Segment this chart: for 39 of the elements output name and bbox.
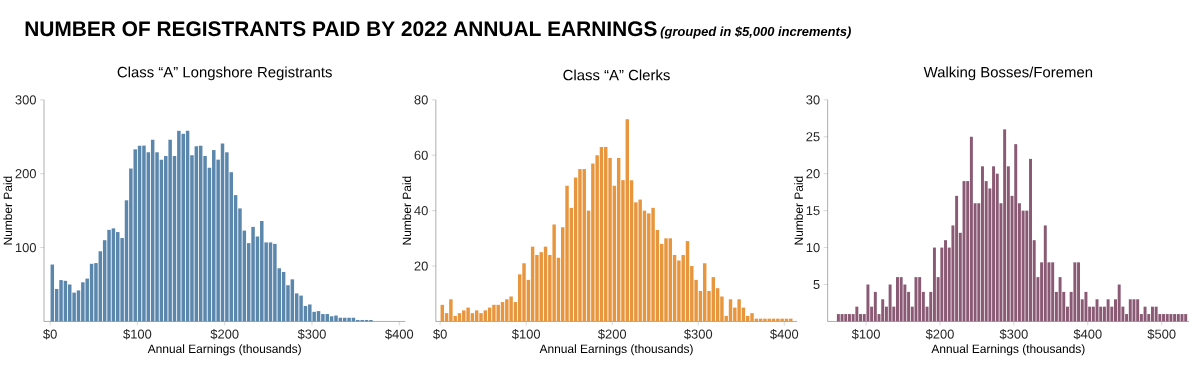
x-tick-label: $100 — [123, 328, 152, 340]
x-tick-label: $200 — [925, 328, 954, 340]
x-axis-title: Annual Earnings (thousands) — [147, 344, 301, 356]
chart-title: Walking Bosses/Foremen — [923, 66, 1093, 81]
y-tick-label: 25 — [806, 132, 820, 142]
x-tick-label: $100 — [511, 328, 541, 340]
x-tick-label: $200 — [210, 328, 239, 340]
text: (grouped in $5,000 increments) — [660, 26, 851, 39]
text: NUMBER OF REGISTRANTS PAID BY 2022 ANNUAL EARNINGS — [25, 21, 657, 36]
x-tick-label: $400 — [1073, 328, 1102, 340]
y-tick-label: 100 — [15, 242, 36, 252]
y-tick-label: 5 — [813, 279, 820, 289]
x-tick-label: $200 — [597, 328, 627, 340]
x-tick-label: $300 — [297, 328, 326, 340]
y-tick-label: 10 — [806, 242, 820, 252]
y-tick-label: 30 — [806, 95, 820, 105]
x-tick-label: $300 — [684, 328, 713, 340]
x-tick-label: $100 — [851, 328, 880, 340]
chart-title: Class “A” Clerks — [563, 69, 670, 81]
y-axis-title: Number Paid — [3, 176, 13, 245]
chart-title: Class “A” Longshore Registrants — [117, 66, 332, 81]
y-tick-label: 60 — [414, 150, 428, 160]
x-axis-title: Annual Earnings (thousands) — [539, 344, 693, 356]
x-tick-label: $500 — [1147, 328, 1176, 340]
y-tick-label: 20 — [806, 168, 820, 179]
y-tick-label: 15 — [806, 205, 820, 215]
y-axis-title: Number Paid — [794, 176, 803, 245]
y-tick-label: 20 — [414, 261, 428, 271]
y-axis-title: Number Paid — [402, 176, 412, 245]
x-tick-label: $0 — [433, 328, 447, 340]
y-tick-label: 40 — [414, 205, 428, 216]
x-tick-label: $400 — [770, 328, 799, 340]
x-tick-label: $400 — [385, 328, 414, 340]
y-tick-label: 200 — [15, 168, 36, 179]
y-tick-label: 300 — [15, 95, 36, 105]
x-tick-label: $300 — [999, 328, 1028, 340]
x-axis-title: Annual Earnings (thousands) — [931, 344, 1085, 356]
x-tick-label: $0 — [43, 328, 57, 340]
y-tick-label: 80 — [414, 95, 428, 105]
